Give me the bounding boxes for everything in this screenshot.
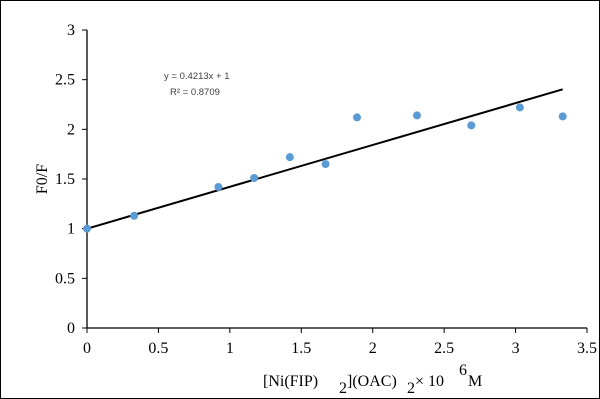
data-point	[285, 153, 294, 162]
data-point	[321, 160, 330, 169]
data-point	[413, 111, 421, 120]
x-axis-ticks: 0 0.5 1 1.5 2 2.5 3 3.5	[83, 328, 597, 357]
x-axis-title-part: M	[468, 373, 482, 390]
data-point	[515, 103, 524, 112]
x-tick-label: 1.5	[291, 340, 311, 357]
trendline-equation: y = 0.4213x + 1	[164, 71, 230, 82]
trendline-r-squared: R² = 0.8709	[170, 87, 220, 98]
x-axis-title-part: × 10	[415, 373, 444, 390]
y-axis-title: F0/F	[34, 164, 51, 194]
x-axis-title-subscript: 2	[339, 380, 347, 397]
data-point	[83, 224, 91, 233]
x-tick-label: 3	[512, 340, 520, 357]
y-tick-label: 0	[67, 320, 75, 337]
y-tick-label: 2.5	[55, 72, 75, 89]
x-axis-title-part: ](OAC)	[347, 373, 397, 390]
data-point	[250, 174, 259, 183]
y-axis-ticks: 0 0.5 1 1.5 2 2.5 3	[55, 22, 87, 337]
y-tick-label: 3	[67, 22, 75, 39]
trendline	[86, 88, 563, 230]
data-point	[558, 112, 567, 121]
y-tick-label: 2	[67, 121, 75, 138]
x-axis-title-superscript: 6	[459, 362, 467, 379]
x-tick-label: 0	[83, 340, 91, 357]
data-point	[353, 113, 361, 122]
x-axis-title: [Ni(FIP) 2 ](OAC) 2 × 10 6 M	[263, 362, 482, 397]
y-tick-label: 1	[67, 221, 75, 238]
y-tick-label: 0.5	[55, 270, 75, 287]
x-tick-label: 1	[226, 340, 234, 357]
axes	[86, 30, 587, 329]
x-tick-label: 2	[369, 340, 377, 357]
y-tick-label: 1.5	[55, 171, 75, 188]
data-point	[214, 182, 223, 191]
data-points	[83, 103, 567, 233]
x-tick-label: 0.5	[148, 340, 168, 357]
x-tick-label: 2.5	[434, 340, 454, 357]
x-tick-label: 3.5	[577, 340, 597, 357]
x-axis-title-part: [Ni(FIP)	[263, 373, 318, 390]
data-point	[467, 121, 476, 130]
x-axis-title-subscript: 2	[407, 380, 415, 397]
data-point	[130, 211, 139, 220]
